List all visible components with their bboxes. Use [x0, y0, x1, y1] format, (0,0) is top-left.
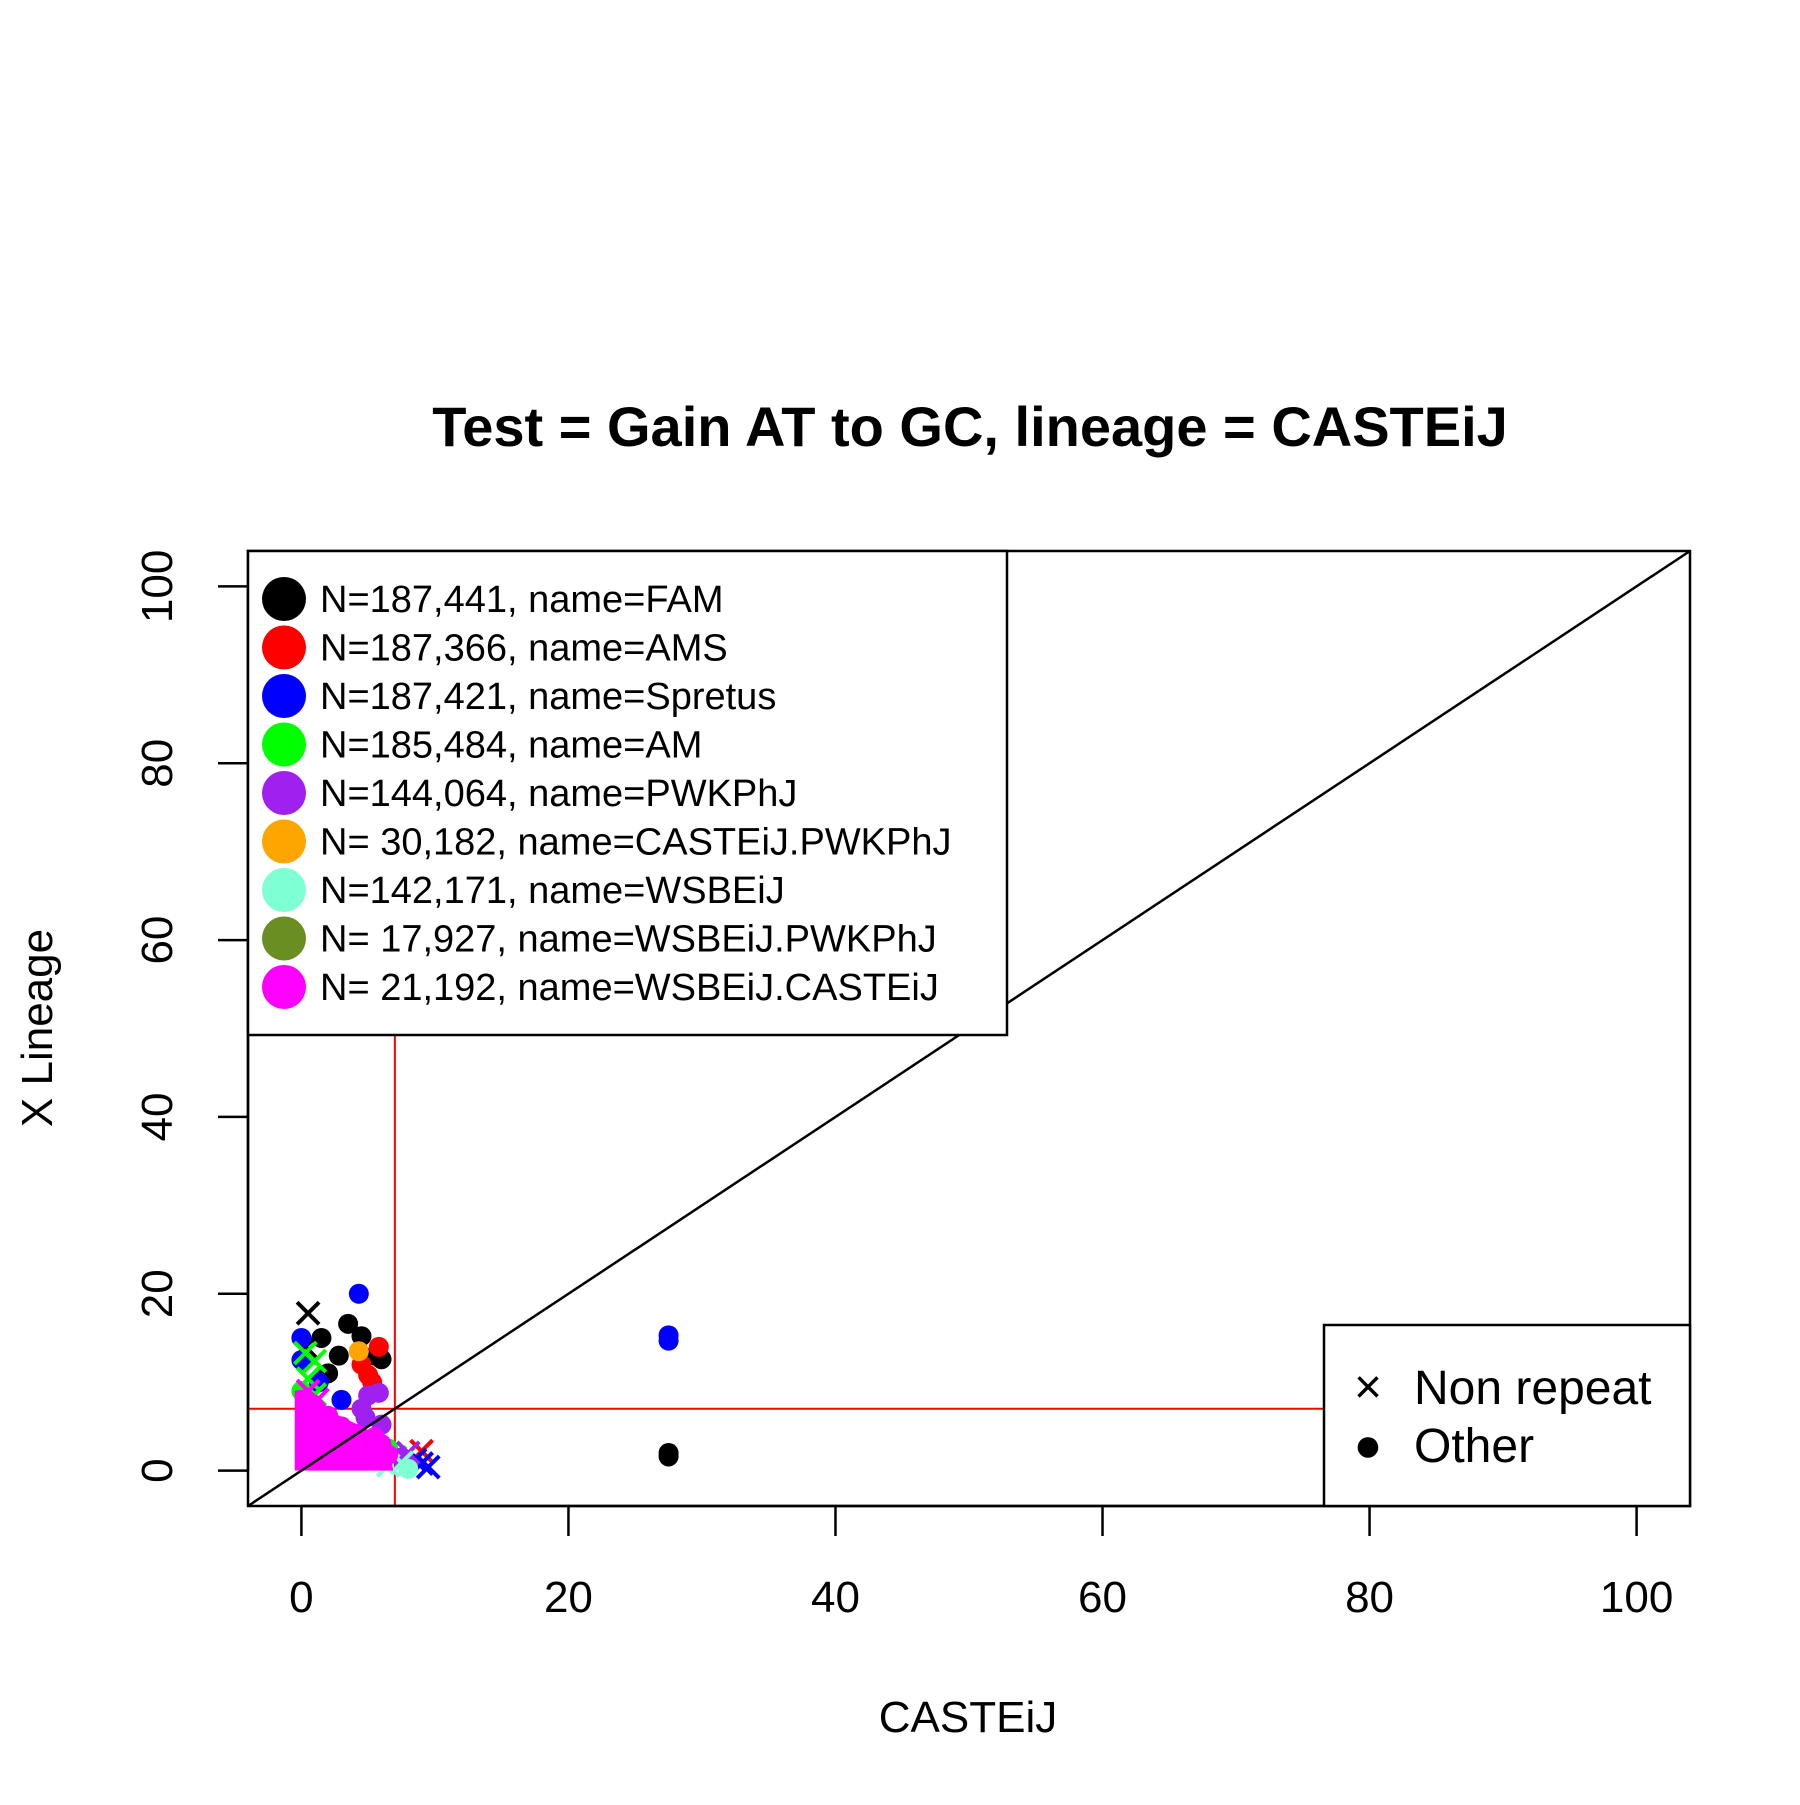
legend-entry: N=187,441, name=FAM [320, 579, 723, 621]
data-points [291, 1283, 679, 1480]
legend-entry: N=142,171, name=WSBEiJ [320, 870, 785, 912]
data-point [338, 1313, 359, 1334]
data-point [291, 1327, 312, 1348]
data-point [351, 1326, 372, 1347]
data-point [355, 1407, 376, 1428]
data-point [368, 1336, 389, 1357]
x-tick-label: 60 [1078, 1573, 1127, 1622]
dot-icon: ● [1354, 1419, 1383, 1472]
y-tick-label: 40 [133, 1092, 182, 1141]
x-tick-label: 80 [1345, 1573, 1394, 1622]
legend-entry: N=187,366, name=AMS [320, 628, 728, 670]
y-tick-label: 100 [133, 550, 182, 623]
legend-swatch [262, 916, 306, 961]
cross-icon: × [1354, 1361, 1382, 1414]
data-point [658, 1446, 679, 1467]
data-point [348, 1341, 369, 1362]
legend-entry: N= 21,192, name=WSBEiJ.CASTEiJ [320, 967, 939, 1009]
legend-entry: N= 30,182, name=CASTEiJ.PWKPhJ [320, 822, 952, 864]
x-tick-label: 100 [1600, 1573, 1673, 1622]
series-5 [348, 1341, 369, 1362]
data-point [318, 1405, 339, 1426]
y-axis: 0 20 40 60 80 100 [133, 550, 250, 1483]
y-tick-label: 80 [133, 739, 182, 788]
legend-entry: N= 17,927, name=WSBEiJ.PWKPhJ [320, 919, 937, 961]
y-tick-label: 20 [133, 1269, 182, 1318]
data-point [398, 1458, 419, 1479]
data-point [368, 1382, 389, 1403]
legend-swatch [262, 674, 306, 718]
data-point [302, 1348, 328, 1374]
series-legend-box [246, 549, 1009, 1037]
data-point [328, 1345, 349, 1366]
y-tick-label: 0 [133, 1458, 182, 1482]
legend-swatch [262, 819, 306, 864]
legend-swatch [262, 577, 306, 621]
point-marker-stroke [302, 1348, 328, 1374]
x-axis-label: CASTEiJ [879, 1693, 1057, 1742]
legend-swatch [262, 722, 306, 767]
legend-swatch [262, 868, 306, 912]
data-point [295, 1300, 321, 1326]
data-point [331, 1389, 352, 1410]
series-legend: N=187,441, name=FAM N=187,366, name=AMS N=… [246, 549, 1009, 1037]
data-point [415, 1454, 441, 1480]
x-tick-label: 20 [544, 1573, 593, 1622]
y-tick-label: 60 [133, 916, 182, 965]
legend-swatch [262, 771, 306, 815]
legend-entry: N=144,064, name=PWKPhJ [320, 773, 797, 815]
marker-legend: × Non repeat ● Other [1322, 1323, 1692, 1508]
legend-entry: N=187,421, name=Spretus [320, 676, 776, 718]
point-marker-stroke [305, 1387, 330, 1413]
marker-legend-label: Non repeat [1414, 1362, 1652, 1415]
chart-title: Test = Gain AT to GC, lineage = CASTEiJ [432, 395, 1508, 458]
point-marker-stroke [295, 1300, 321, 1326]
x-axis: 0 20 40 60 80 100 [289, 1504, 1673, 1622]
legend-entry: N=185,484, name=AM [320, 725, 702, 767]
legend-swatch [262, 625, 306, 670]
point-marker-stroke [415, 1454, 441, 1480]
marker-legend-label: Other [1414, 1420, 1534, 1473]
y-axis-label: X Lineage [13, 929, 62, 1127]
data-point [378, 1444, 399, 1465]
data-point [658, 1330, 679, 1351]
data-point [348, 1283, 369, 1304]
x-tick-label: 0 [289, 1573, 313, 1622]
legend-swatch [262, 965, 306, 1009]
marker-legend-box [1322, 1323, 1692, 1508]
x-tick-label: 40 [811, 1573, 860, 1622]
series-8 [294, 1378, 399, 1471]
